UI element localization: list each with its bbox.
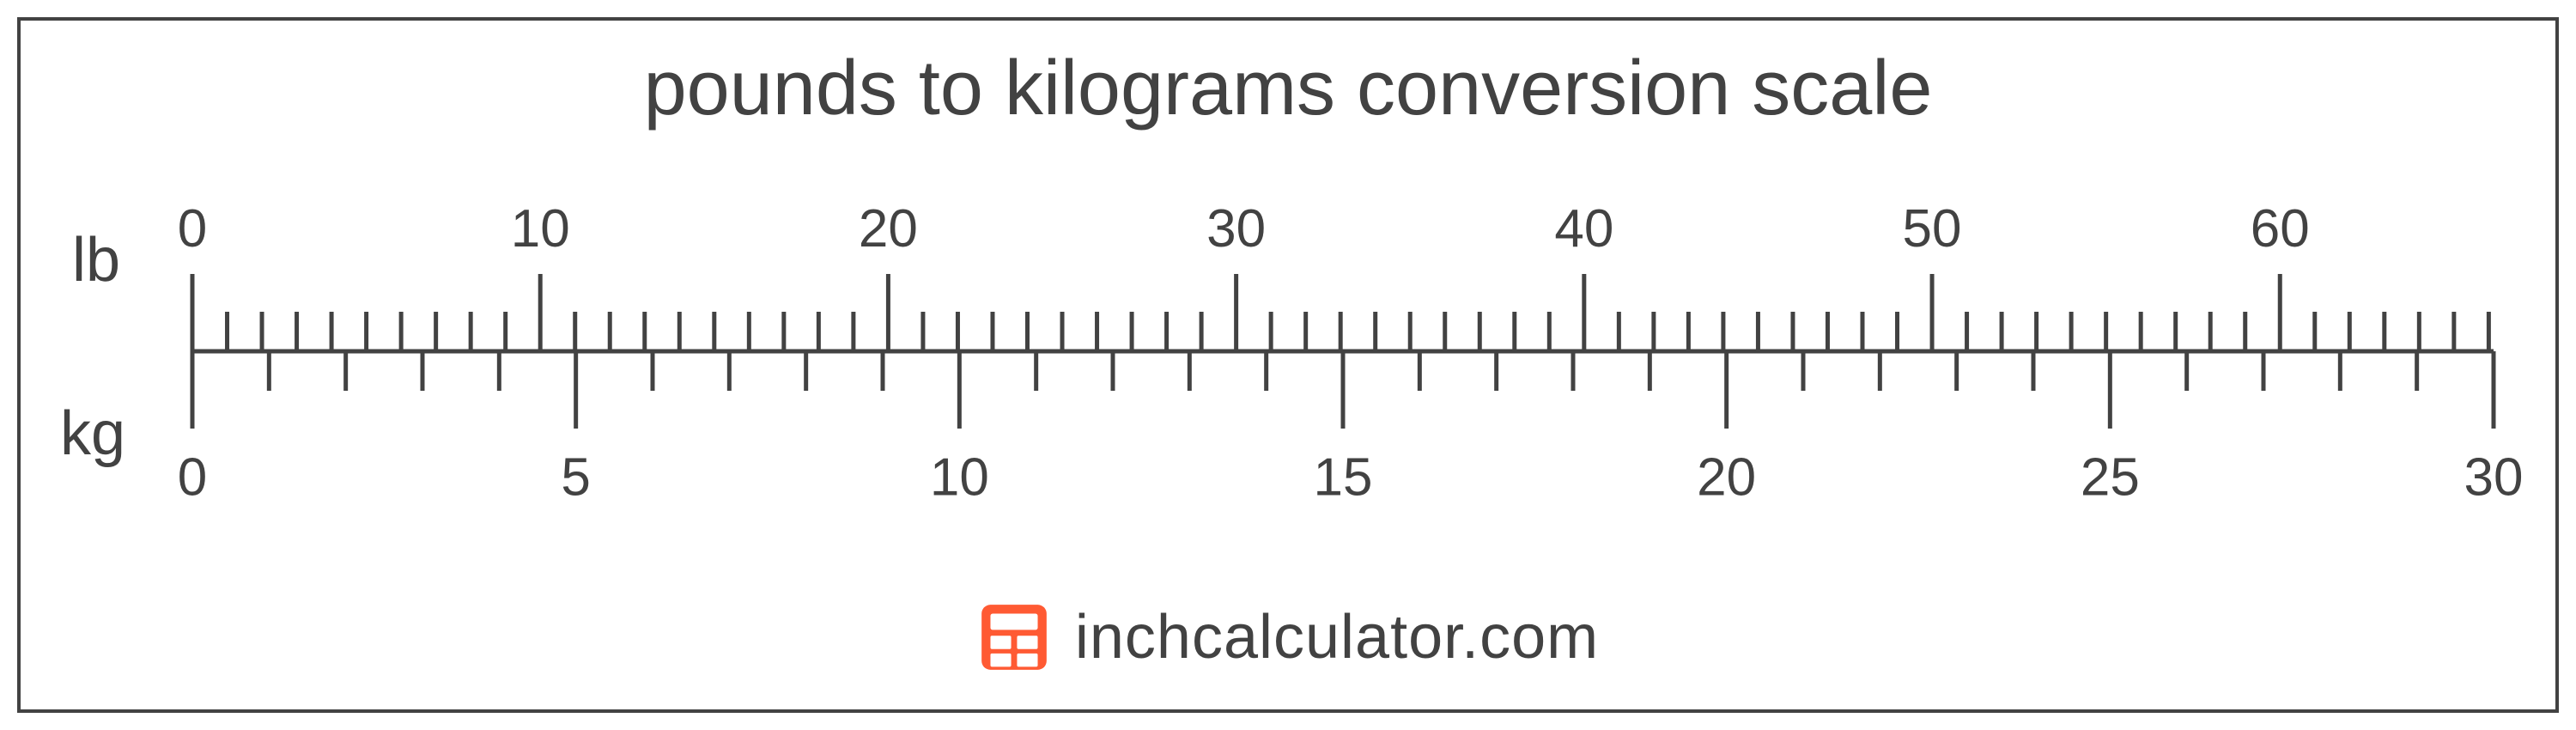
svg-text:20: 20	[859, 199, 918, 259]
svg-text:50: 50	[1903, 199, 1962, 259]
svg-text:0: 0	[178, 199, 207, 259]
svg-text:10: 10	[930, 448, 989, 508]
svg-text:10: 10	[511, 199, 570, 259]
svg-text:30: 30	[2464, 448, 2524, 508]
svg-text:15: 15	[1314, 448, 1373, 508]
calculator-icon	[977, 600, 1051, 674]
footer-site-text: inchcalculator.com	[1075, 602, 1599, 672]
footer: inchcalculator.com	[21, 600, 2555, 678]
svg-text:25: 25	[2081, 448, 2140, 508]
footer-inner: inchcalculator.com	[977, 600, 1599, 674]
svg-text:0: 0	[178, 448, 207, 508]
svg-text:30: 30	[1206, 199, 1266, 259]
diagram-frame: pounds to kilograms conversion scale lb …	[17, 17, 2559, 713]
svg-text:20: 20	[1697, 448, 1756, 508]
svg-text:5: 5	[561, 448, 590, 508]
svg-text:40: 40	[1554, 199, 1613, 259]
svg-text:60: 60	[2251, 199, 2310, 259]
